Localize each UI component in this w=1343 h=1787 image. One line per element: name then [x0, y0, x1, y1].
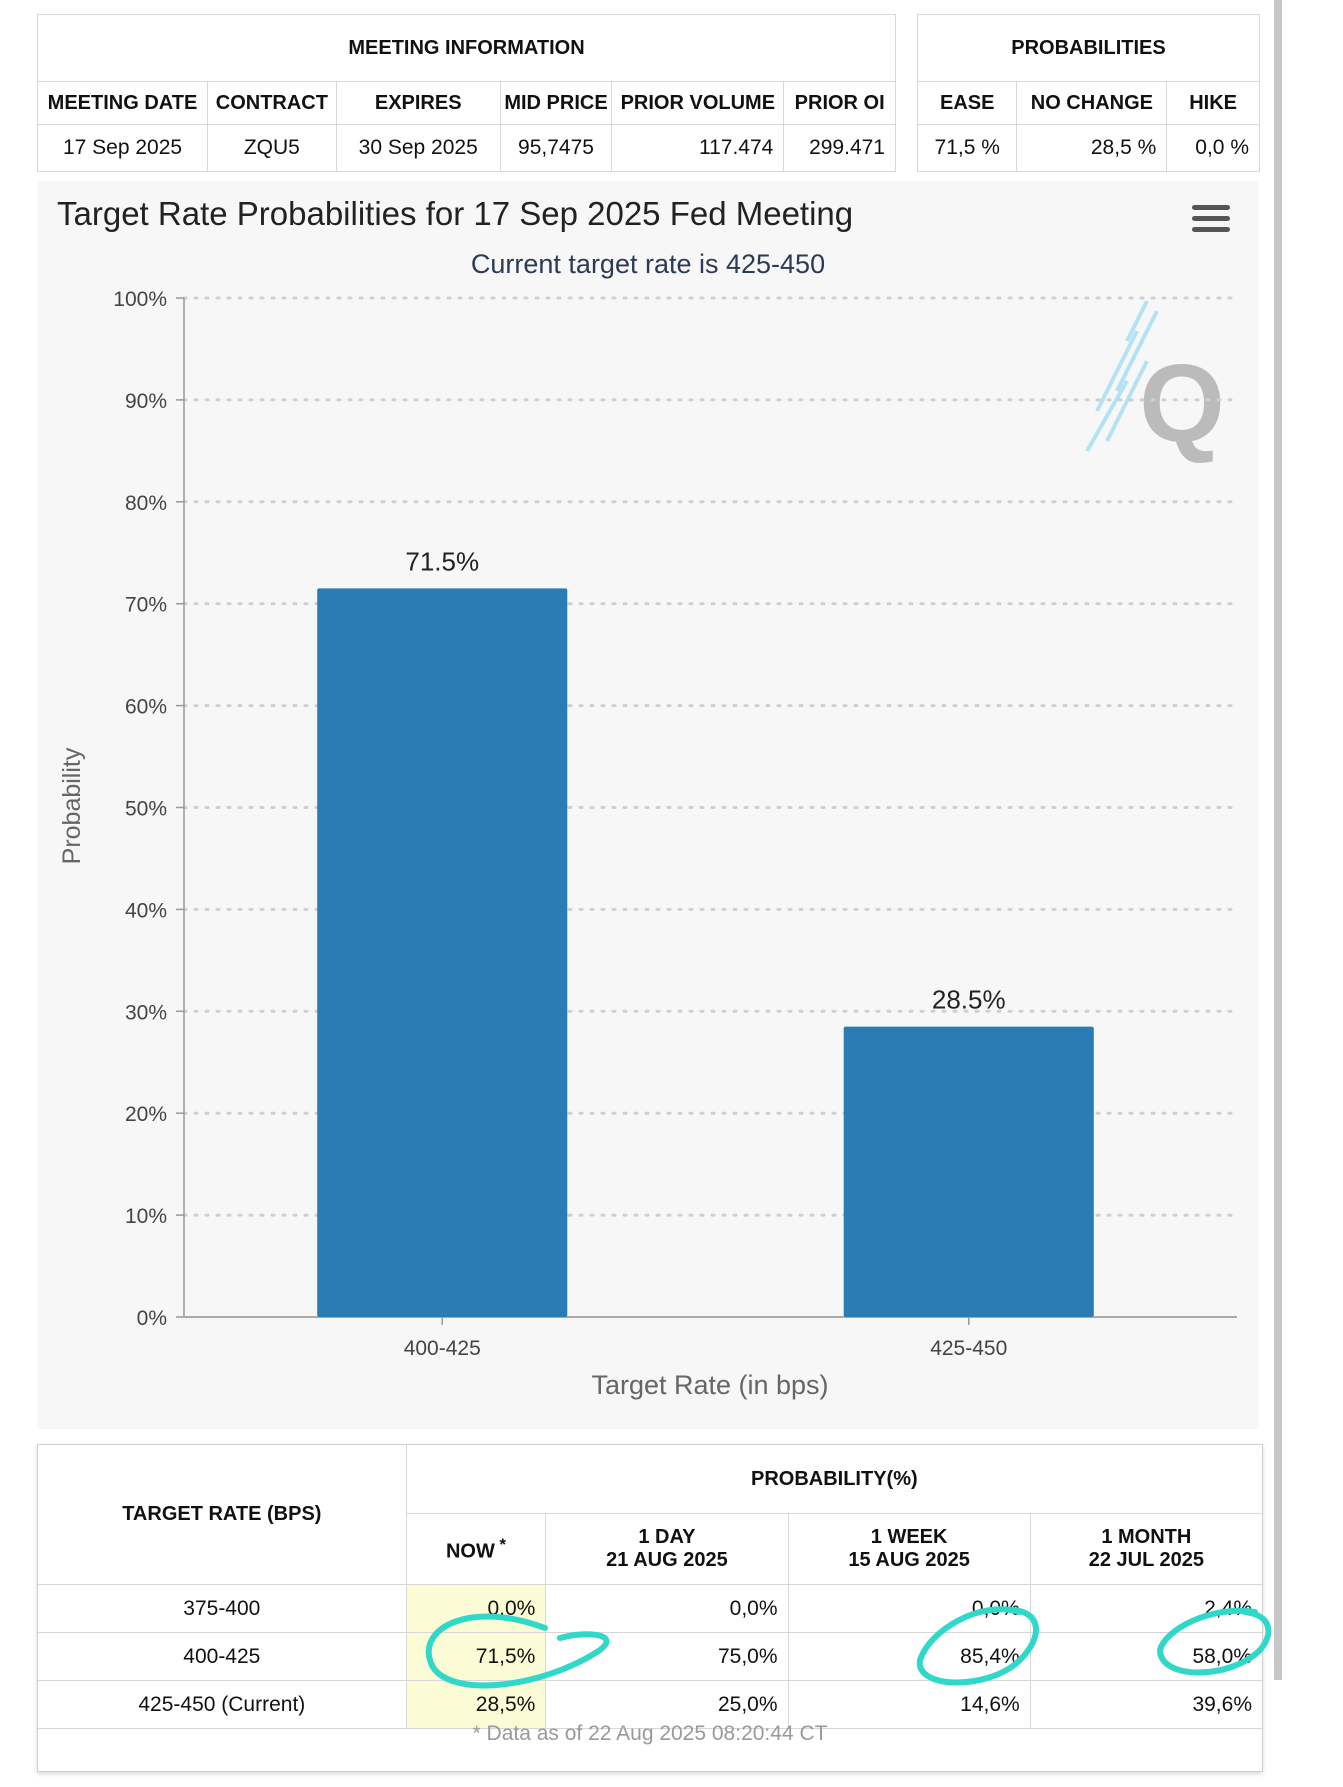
y-tick-label: 90% [125, 390, 167, 413]
table-row: 400-425 71,5% 75,0% 85,4% 58,0% [37, 1632, 1264, 1681]
hike-value: 0,0 % [1166, 124, 1260, 172]
mid-price-value: 95,7475 [499, 124, 613, 172]
no-change-value: 28,5 % [1016, 124, 1168, 172]
probability-cell: 0,0% [405, 1584, 547, 1633]
hamburger-menu-icon[interactable] [1192, 205, 1230, 235]
column-header-line2: 22 JUL 2025 [1088, 1549, 1204, 1571]
table-row: 375-400 0,0% 0,0% 0,0% 2,4% [37, 1584, 1264, 1633]
chart-panel: Target Rate Probabilities for 17 Sep 202… [37, 181, 1259, 1429]
probability-cell: 85,4% [787, 1632, 1031, 1681]
probability-history-table: TARGET RATE (BPS) PROBABILITY(%) NOW * 1 … [37, 1444, 1264, 1729]
probability-cell: 2,4% [1029, 1584, 1264, 1633]
probability-cell: 39,6% [1029, 1680, 1264, 1729]
y-tick-label: 20% [125, 1103, 167, 1126]
prior-oi-header: PRIOR OI [783, 81, 896, 125]
column-header-line2: 21 AUG 2025 [606, 1549, 728, 1571]
meeting-date-value: 17 Sep 2025 [37, 124, 208, 172]
contract-header: CONTRACT [206, 81, 337, 125]
probability-column-header: 1 MONTH 22 JUL 2025 [1029, 1513, 1264, 1585]
probability-column-header: NOW * [405, 1513, 547, 1585]
column-header-line1: NOW * [445, 1534, 507, 1563]
probabilities-table: PROBABILITIES EASE NO CHANGE HIKE 71,5 %… [916, 14, 1260, 172]
bar-data-label: 28.5% [932, 985, 1006, 1015]
svg-text:Q: Q [1139, 342, 1225, 465]
contract-value: ZQU5 [206, 124, 337, 172]
y-tick-label: 10% [125, 1205, 167, 1228]
watermark-q-logo-icon: Q [1085, 300, 1225, 465]
probability-cell: 58,0% [1029, 1632, 1264, 1681]
probability-column-header: 1 WEEK 15 AUG 2025 [787, 1513, 1031, 1585]
prior-volume-header: PRIOR VOLUME [611, 81, 785, 125]
probability-cell: 14,6% [787, 1680, 1031, 1729]
y-tick-label: 0% [137, 1307, 167, 1330]
x-axis-label: Target Rate (in bps) [591, 1370, 828, 1400]
bar-chart: Q 0% 10% 20% 30% 40% 50% 60% 70% 80% 90% 100% 71.5… [58, 288, 1239, 1400]
no-change-header: NO CHANGE [1016, 81, 1168, 125]
probability-cell: 0,0% [545, 1584, 789, 1633]
column-header-line1: 1 DAY [638, 1526, 696, 1548]
y-tick-label: 60% [125, 696, 167, 719]
bar-400-425[interactable] [317, 588, 568, 1317]
table-row: 425-450 (Current) 28,5% 25,0% 14,6% 39,6% [37, 1680, 1264, 1729]
y-tick-label: 70% [125, 594, 167, 617]
target-rate-header: TARGET RATE (BPS) [37, 1444, 407, 1585]
meeting-date-header: MEETING DATE [37, 81, 208, 125]
expires-value: 30 Sep 2025 [335, 124, 501, 172]
y-tick-label: 30% [125, 1001, 167, 1024]
column-header-line2: 15 AUG 2025 [848, 1549, 970, 1571]
bar-data-label: 71.5% [405, 546, 479, 576]
asterisk-marker: * [494, 1534, 507, 1554]
y-tick-label: 100% [113, 288, 167, 311]
probability-cell: 71,5% [405, 1632, 547, 1681]
meeting-info-title: MEETING INFORMATION [37, 14, 896, 82]
y-tick-label: 50% [125, 798, 167, 821]
y-tick-label: 80% [125, 492, 167, 515]
ease-header: EASE [916, 81, 1018, 125]
probability-column-header: 1 DAY 21 AUG 2025 [545, 1513, 789, 1585]
column-header-line1: 1 WEEK [870, 1526, 948, 1548]
chart-title: Target Rate Probabilities for 17 Sep 202… [57, 195, 854, 232]
probability-cell: 25,0% [545, 1680, 789, 1729]
y-axis-label: Probability [58, 747, 86, 864]
bar-425-450[interactable] [843, 1026, 1094, 1317]
probabilities-title: PROBABILITIES [917, 14, 1260, 82]
meeting-info-table: MEETING INFORMATION MEETING DATE CONTRAC… [37, 14, 896, 172]
hike-header: HIKE [1166, 81, 1260, 125]
page-scrollbar[interactable] [1274, 0, 1282, 1680]
prior-oi-value: 299.471 [783, 124, 896, 172]
target-rate-cell: 425-450 (Current) [37, 1680, 407, 1729]
expires-header: EXPIRES [335, 81, 501, 125]
target-rate-cell: 375-400 [37, 1584, 407, 1633]
mid-price-header: MID PRICE [499, 81, 613, 125]
probability-cell: 75,0% [545, 1632, 789, 1681]
target-rate-cell: 400-425 [37, 1632, 407, 1681]
x-tick-label: 425-450 [930, 1337, 1007, 1360]
chart-subtitle: Current target rate is 425-450 [470, 249, 826, 279]
prior-volume-value: 117.474 [611, 124, 785, 172]
ease-value: 71,5 % [916, 124, 1018, 172]
x-tick-label: 400-425 [404, 1337, 481, 1360]
y-tick-label: 40% [125, 899, 167, 922]
data-timestamp-footnote: * Data as of 22 Aug 2025 08:20:44 CT [472, 1722, 828, 1745]
probability-cell: 0,0% [787, 1584, 1031, 1633]
column-header-line1: 1 MONTH [1101, 1526, 1192, 1548]
probability-header: PROBABILITY(%) [405, 1444, 1264, 1514]
